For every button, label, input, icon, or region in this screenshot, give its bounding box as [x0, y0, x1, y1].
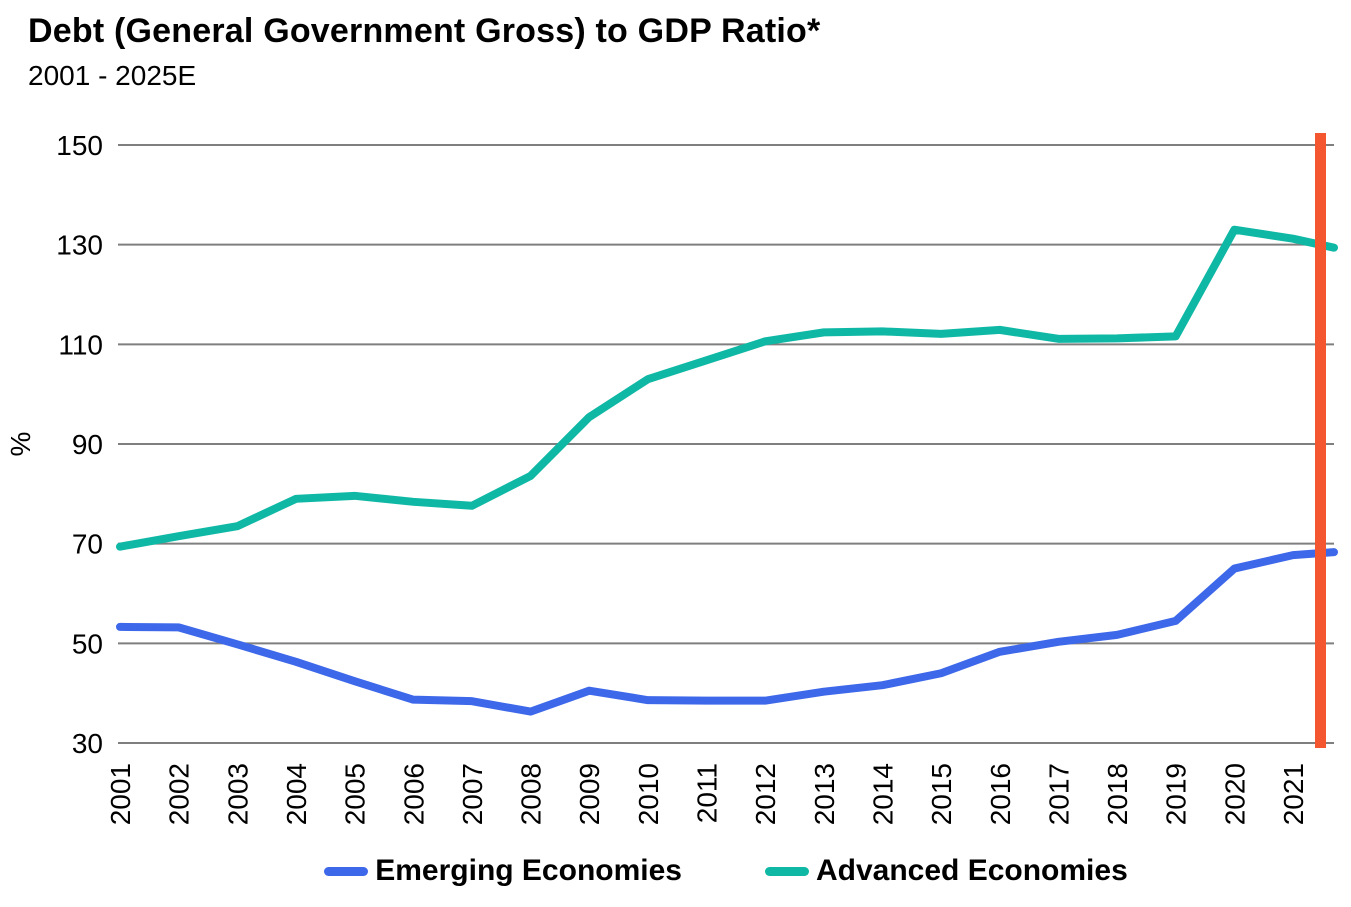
- x-tick-label: 2009: [574, 763, 605, 825]
- series-line-emerging-economies: [116, 548, 1338, 716]
- y-tick-label: 150: [56, 130, 103, 161]
- legend-item-emerging-economies: Emerging Economies: [324, 854, 682, 888]
- y-tick-label: 90: [72, 429, 103, 460]
- chart-subtitle: 2001 - 2025E: [28, 60, 197, 91]
- chart-title: Debt (General Government Gross) to GDP R…: [28, 12, 821, 50]
- chart-legend: Emerging Economies Advanced Economies: [118, 854, 1334, 888]
- x-tick-label: 2001: [105, 763, 136, 825]
- x-tick-label: 2010: [633, 763, 664, 825]
- x-tick-label: 2007: [457, 763, 488, 825]
- series-line-advanced-economies: [116, 225, 1338, 551]
- x-tick-label: 2015: [926, 763, 957, 825]
- x-tick-label: 2021: [1278, 763, 1309, 825]
- legend-label-advanced-economies: Advanced Economies: [815, 854, 1128, 887]
- x-tick-label: 2005: [340, 763, 371, 825]
- x-tick-label: 2012: [750, 763, 781, 825]
- x-tick-label: 2004: [281, 763, 312, 825]
- x-tick-label: 2003: [222, 763, 253, 825]
- x-tick-label: 2006: [398, 763, 429, 825]
- y-tick-label: 110: [58, 329, 103, 360]
- x-tick-label: 2018: [1102, 763, 1133, 825]
- x-tick-label: 2013: [809, 763, 840, 825]
- emerging-economies-line-swatch-icon: [324, 866, 369, 876]
- cutoff-line: [1315, 133, 1326, 748]
- y-tick-label: 30: [72, 728, 103, 759]
- x-tick-label: 2002: [164, 763, 195, 825]
- x-tick-label: 2014: [867, 763, 898, 825]
- x-tick-label: 2008: [516, 763, 547, 825]
- legend-item-advanced-economies: Advanced Economies: [764, 854, 1128, 888]
- legend-label-emerging-economies: Emerging Economies: [375, 854, 682, 887]
- x-tick-label: 2017: [1043, 763, 1074, 825]
- x-tick-label: 2020: [1219, 763, 1250, 825]
- advanced-economies-line-swatch-icon: [764, 866, 809, 876]
- x-tick-label: 2011: [692, 763, 723, 823]
- x-tick-label: 2019: [1161, 763, 1192, 825]
- y-tick-label: 70: [72, 529, 103, 560]
- x-tick-label: 2016: [985, 763, 1016, 825]
- line-chart-plot: 150 130 110 90 70 50 30% 2001 2002 2003 2004 2005 20…: [5, 130, 1338, 825]
- y-axis-unit-label: %: [5, 432, 36, 457]
- y-tick-label: 130: [56, 230, 103, 261]
- y-tick-label: 50: [72, 628, 103, 659]
